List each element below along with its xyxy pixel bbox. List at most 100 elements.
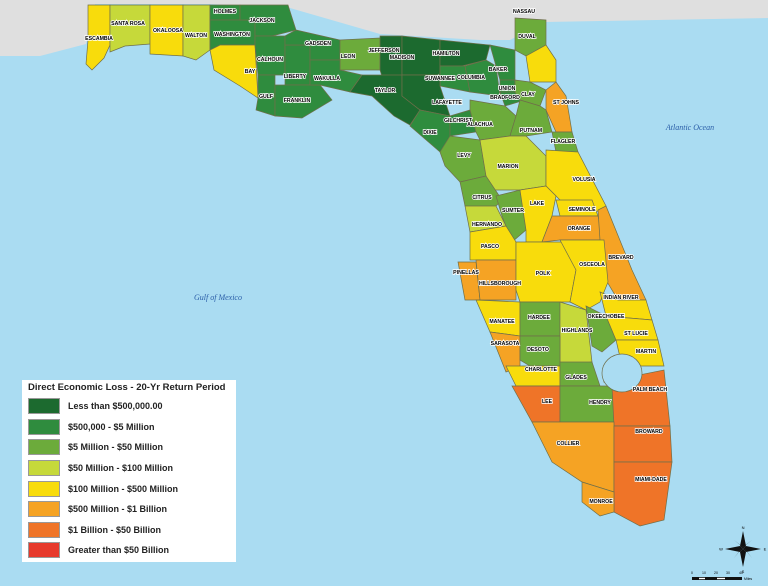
- county-sumter[interactable]: [495, 189, 527, 243]
- compass-south: S: [742, 569, 745, 574]
- county-label-manatee: MANATEE: [489, 319, 515, 325]
- county-label-st-johns: ST JOHNS: [553, 100, 579, 106]
- county-label-flagler: FLAGLER: [551, 139, 576, 145]
- county-label-union: UNION: [499, 86, 516, 92]
- legend-swatch: [28, 418, 60, 435]
- county-label-gadsden: GADSDEN: [305, 41, 331, 47]
- county-label-holmes: HOLMES: [214, 9, 237, 15]
- county-label-sarasota: SARASOTA: [491, 341, 520, 347]
- county-leon[interactable]: [339, 37, 381, 71]
- county-label-nassau: NASSAU: [513, 9, 535, 15]
- legend-item: $500 Million - $1 Billion: [26, 499, 236, 520]
- county-label-citrus: CITRUS: [472, 195, 492, 201]
- county-label-pasco: PASCO: [481, 244, 499, 250]
- county-calhoun[interactable]: [254, 35, 286, 76]
- county-label-gulf: GULF: [259, 94, 273, 100]
- county-label-hamilton: HAMILTON: [433, 51, 460, 57]
- county-label-glades: GLADES: [565, 375, 587, 381]
- county-duval[interactable]: [525, 44, 557, 83]
- legend-title: Direct Economic Loss - 20-Yr Return Peri…: [28, 382, 226, 393]
- county-label-marion: MARION: [497, 164, 518, 170]
- county-label-okaloosa: OKALOOSA: [153, 28, 183, 34]
- county-okeechobee[interactable]: [585, 305, 617, 353]
- legend-label: $50 Million - $100 Million: [68, 463, 174, 474]
- county-osceola[interactable]: [559, 239, 609, 311]
- compass-rose-icon: N S E W: [719, 525, 767, 574]
- compass-west: W: [719, 547, 723, 552]
- legend-label: $500,000 - $5 Million: [68, 421, 155, 432]
- county-label-baker: BAKER: [489, 67, 508, 73]
- scale-tick: 10: [702, 571, 706, 575]
- county-label-suwannee: SUWANNEE: [425, 76, 456, 82]
- county-manatee[interactable]: [475, 299, 521, 337]
- county-label-miami-dade: MIAMI-DADE: [635, 477, 667, 483]
- county-monroe[interactable]: [581, 481, 615, 517]
- county-label-palm-beach: PALM BEACH: [633, 387, 667, 393]
- scale-tick: 40: [739, 571, 743, 575]
- compass-east: E: [764, 547, 767, 552]
- county-label-hendry: HENDRY: [589, 400, 611, 406]
- legend-swatch: [28, 501, 60, 518]
- county-label-alachua: ALACHUA: [467, 122, 493, 128]
- county-collier[interactable]: [531, 421, 615, 493]
- county-label-martin: MARTIN: [636, 349, 656, 355]
- county-label-leon: LEON: [341, 54, 356, 60]
- legend-item: $50 Million - $100 Million: [26, 458, 236, 479]
- atlantic-ocean-label: Atlantic Ocean: [665, 123, 714, 132]
- county-label-pinellas: PINELLAS: [453, 270, 479, 276]
- county-walton[interactable]: [182, 4, 211, 61]
- county-lee[interactable]: [511, 385, 561, 423]
- county-miami-dade[interactable]: [613, 461, 673, 527]
- county-label-osceola: OSCEOLA: [579, 262, 605, 268]
- county-alachua[interactable]: [469, 99, 517, 141]
- county-label-highlands: HIGHLANDS: [562, 328, 593, 334]
- legend-item: Greater than $50 Billion: [26, 540, 236, 561]
- legend-swatch: [28, 480, 60, 497]
- legend-label: $100 Million - $500 Million: [68, 483, 179, 494]
- county-label-orange: ORANGE: [568, 226, 591, 232]
- county-levy[interactable]: [439, 135, 487, 183]
- county-label-liberty: LIBERTY: [284, 74, 307, 80]
- county-label-levy: LEVY: [457, 153, 471, 159]
- county-label-walton: WALTON: [185, 33, 207, 39]
- county-hillsborough[interactable]: [475, 259, 517, 301]
- county-label-volusia: VOLUSIA: [572, 177, 595, 183]
- county-indian-river[interactable]: [599, 291, 653, 321]
- legend-label: $5 Million - $50 Million: [68, 442, 164, 453]
- scale-tick: 0: [691, 571, 693, 575]
- county-glades[interactable]: [559, 361, 601, 387]
- county-columbia[interactable]: [464, 59, 501, 97]
- county-label-jackson: JACKSON: [249, 18, 275, 24]
- county-label-sumter: SUMTER: [502, 208, 524, 214]
- legend-swatch: [28, 521, 60, 538]
- county-label-hernando: HERNANDO: [472, 222, 502, 228]
- county-label-clay: CLAY: [521, 92, 535, 98]
- county-label-broward: BROWARD: [635, 429, 663, 435]
- county-label-dixie: DIXIE: [423, 130, 437, 136]
- legend-item: $5 Million - $50 Million: [26, 437, 236, 458]
- county-label-bay: BAY: [245, 69, 256, 75]
- county-pasco[interactable]: [469, 225, 517, 261]
- county-hamilton[interactable]: [439, 39, 491, 67]
- legend-item: Less than $500,000.00: [26, 396, 236, 417]
- county-citrus[interactable]: [459, 175, 503, 211]
- county-label-lake: LAKE: [530, 201, 545, 207]
- legend-label: $1 Billion - $50 Billion: [68, 524, 162, 535]
- county-label-lafayette: LAFAYETTE: [432, 100, 462, 106]
- county-label-santa-rosa: SANTA ROSA: [111, 21, 145, 27]
- scale-tick: 20: [714, 571, 718, 575]
- county-label-collier: COLLIER: [557, 441, 580, 447]
- county-putnam[interactable]: [509, 99, 553, 137]
- county-label-desoto: DESOTO: [527, 347, 549, 353]
- legend-item: $500,000 - $5 Million: [26, 417, 236, 438]
- scale-unit: Miles: [744, 577, 752, 581]
- county-label-washington: WASHINGTON: [214, 32, 250, 38]
- county-label-polk: POLK: [536, 271, 551, 277]
- legend-label: Less than $500,000.00: [68, 401, 163, 412]
- lake-okeechobee: [601, 353, 643, 393]
- county-gulf[interactable]: [255, 74, 276, 117]
- county-label-monroe: MONROE: [589, 499, 613, 505]
- county-label-lee: LEE: [542, 399, 553, 405]
- county-santa-rosa[interactable]: [109, 4, 151, 53]
- county-label-putnam: PUTNAM: [520, 128, 542, 134]
